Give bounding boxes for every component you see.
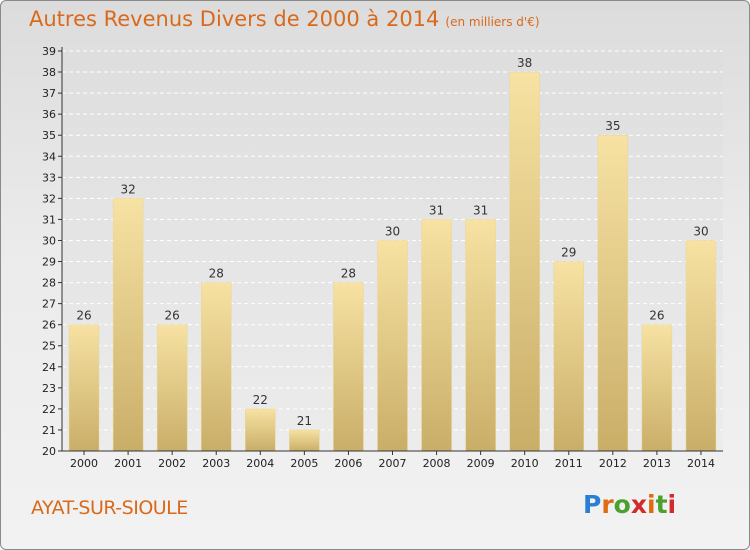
x-tick-label-2010: 2010 xyxy=(511,457,539,470)
logo-letter: P xyxy=(583,490,602,519)
x-tick-label-2006: 2006 xyxy=(334,457,362,470)
y-tick-label: 28 xyxy=(42,277,56,290)
bar-2008 xyxy=(421,219,452,452)
y-tick-label: 26 xyxy=(42,319,56,332)
y-axis: 20 21 22 23 24 25 26 27 28 29 30 31 32 33 34 35 36 37 38 39 xyxy=(42,45,63,458)
x-tick-label-2007: 2007 xyxy=(379,457,407,470)
bar-2012 xyxy=(597,134,629,452)
value-labels: 26 32 26 28 22 21 28 30 31 31 38 29 35 26 30 xyxy=(76,56,708,428)
value-label-2005: 21 xyxy=(297,414,312,428)
y-tick-label: 29 xyxy=(42,256,56,269)
logo-letter: i xyxy=(667,490,677,519)
y-tick-label: 32 xyxy=(42,192,56,205)
bar-2004 xyxy=(245,408,276,452)
logo-letter: o xyxy=(613,490,631,519)
y-tick-label: 27 xyxy=(42,298,56,311)
x-tick-label-2002: 2002 xyxy=(158,457,186,470)
y-tick-label: 25 xyxy=(42,340,56,353)
logo-letter: t xyxy=(655,490,668,519)
y-tick-label: 36 xyxy=(42,108,56,121)
bar-2002 xyxy=(156,324,188,452)
bar-2007 xyxy=(377,240,408,452)
proxiti-logo: Proxiti xyxy=(583,490,676,519)
chart-title: Autres Revenus Divers de 2000 à 2014 (en … xyxy=(29,7,540,31)
x-axis: 2000 2001 2002 2003 2004 2005 2006 2007 2008 2009… xyxy=(62,450,723,470)
chart-subtitle: (en milliers d'€) xyxy=(445,15,540,29)
y-tick-label: 21 xyxy=(42,424,56,437)
bar-2011 xyxy=(553,261,584,452)
bar-2006 xyxy=(333,282,364,452)
y-tick-label: 34 xyxy=(42,150,56,163)
bar-2010 xyxy=(509,71,540,452)
logo-letter: i xyxy=(647,490,656,519)
y-tick-label: 23 xyxy=(42,382,56,395)
y-tick-label: 39 xyxy=(42,45,56,58)
logo-letter: x xyxy=(630,490,647,519)
value-label-2002: 26 xyxy=(165,309,180,323)
value-label-2008: 31 xyxy=(429,203,444,217)
value-label-2003: 28 xyxy=(209,267,224,281)
y-tick-label: 37 xyxy=(42,87,56,100)
chart-title-text: Autres Revenus Divers de 2000 à 2014 xyxy=(29,7,440,31)
y-tick-label: 20 xyxy=(42,445,56,458)
y-tick-label: 30 xyxy=(42,234,56,247)
x-tick-label-2008: 2008 xyxy=(423,457,451,470)
logo-letter: r xyxy=(601,490,614,519)
value-label-2006: 28 xyxy=(341,267,356,281)
value-label-2013: 26 xyxy=(649,309,664,323)
y-tick-label: 24 xyxy=(42,361,56,374)
x-tick-label-2014: 2014 xyxy=(687,457,715,470)
value-label-2010: 38 xyxy=(517,56,532,70)
y-tick-label: 31 xyxy=(42,213,56,226)
bar-2000 xyxy=(68,324,100,452)
value-label-2000: 26 xyxy=(76,309,91,323)
x-tick-label-2000: 2000 xyxy=(70,457,98,470)
bar-2013 xyxy=(641,324,673,452)
y-tick-label: 35 xyxy=(42,129,56,142)
bar-2009 xyxy=(465,219,496,452)
y-tick-label: 22 xyxy=(42,403,56,416)
bar-chart: 20 21 22 23 24 25 26 27 28 29 30 31 32 33 34 35 36 37 38 39… xyxy=(42,45,723,470)
y-tick-label: 38 xyxy=(42,66,56,79)
x-tick-label-2009: 2009 xyxy=(467,457,495,470)
x-tick-label-2003: 2003 xyxy=(202,457,230,470)
x-tick-label-2012: 2012 xyxy=(599,457,627,470)
bars xyxy=(68,71,717,452)
bar-2014 xyxy=(685,240,717,452)
bar-2003 xyxy=(201,282,232,452)
value-label-2011: 29 xyxy=(561,246,576,260)
value-label-2001: 32 xyxy=(120,182,135,196)
y-tick-label: 33 xyxy=(42,171,56,184)
bar-2001 xyxy=(112,198,144,452)
x-tick-label-2011: 2011 xyxy=(555,457,583,470)
x-tick-label-2005: 2005 xyxy=(290,457,318,470)
x-tick-label-2001: 2001 xyxy=(114,457,142,470)
x-tick-label-2004: 2004 xyxy=(246,457,274,470)
value-label-2014: 30 xyxy=(693,224,708,238)
x-tick-label-2013: 2013 xyxy=(643,457,671,470)
bar-2005 xyxy=(289,429,320,452)
value-label-2004: 22 xyxy=(253,393,268,407)
value-label-2012: 35 xyxy=(605,119,620,133)
commune-name: AYAT-SUR-SIOULE xyxy=(31,497,188,519)
value-label-2007: 30 xyxy=(385,224,400,238)
value-label-2009: 31 xyxy=(473,203,488,217)
